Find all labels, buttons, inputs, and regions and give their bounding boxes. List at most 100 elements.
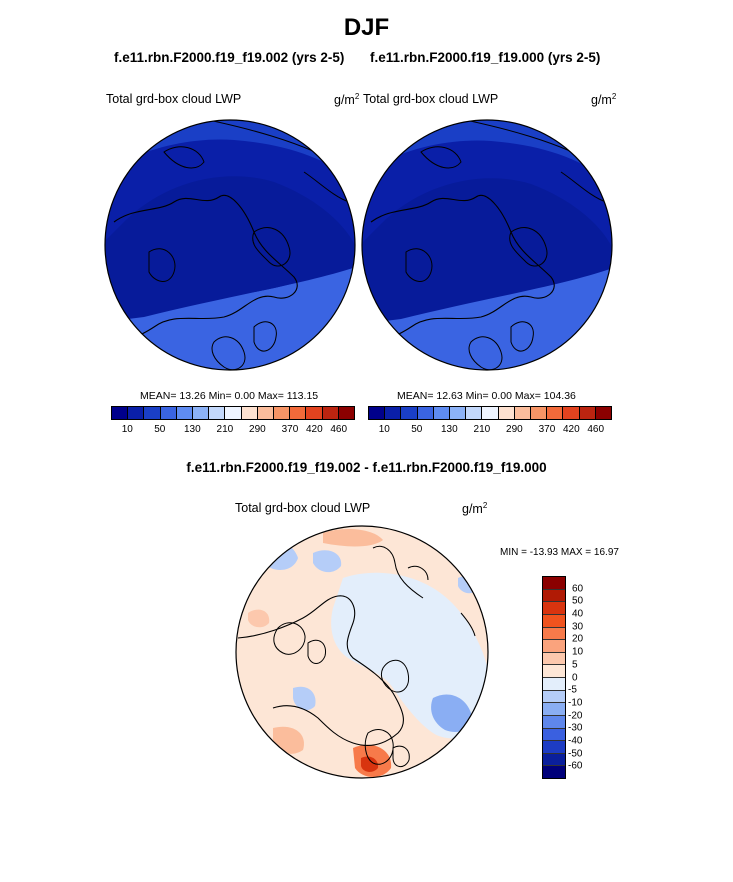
panel1-colorbar: [111, 406, 355, 420]
panel1-stats: MEAN= 13.26 Min= 0.00 Max= 113.15: [140, 390, 319, 402]
colorbar-cell: [369, 407, 386, 419]
colorbar-cell: [385, 407, 402, 419]
colorbar-tick-label: 30: [572, 621, 584, 633]
colorbar-cell: [543, 766, 565, 778]
season-title: DJF: [343, 14, 390, 41]
colorbar-cell: [128, 407, 145, 419]
colorbar-cell: [543, 602, 565, 615]
colorbar-tick-label: 420: [562, 424, 580, 435]
colorbar-cell: [543, 665, 565, 678]
colorbar-cell: [112, 407, 129, 419]
colorbar-cell: [144, 407, 161, 419]
colorbar-cell: [543, 678, 565, 691]
colorbar-cell: [225, 407, 242, 419]
panel2-colorbar-ticks: 10 50 130 210 290 370 420 460: [368, 424, 612, 438]
difference-polar-map: [235, 525, 489, 779]
colorbar-cell: [160, 407, 177, 419]
colorbar-tick-label: 10: [121, 424, 133, 435]
colorbar-cell: [543, 589, 565, 603]
colorbar-cell: [257, 407, 275, 419]
colorbar-tick-label: 10: [378, 424, 390, 435]
colorbar-tick-label: 130: [440, 424, 458, 435]
colorbar-cell: [563, 407, 580, 419]
colorbar-tick-label: -40: [568, 735, 583, 747]
colorbar-tick-label: -30: [568, 722, 583, 734]
colorbar-cell: [209, 407, 226, 419]
colorbar-cell: [543, 627, 565, 641]
colorbar-tick-label: -20: [568, 710, 583, 722]
panel2-stats: MEAN= 12.63 Min= 0.00 Max= 104.36: [397, 390, 576, 402]
colorbar-tick-label: 290: [249, 424, 266, 435]
colorbar-tick-label: 50: [572, 595, 584, 607]
colorbar-cell: [543, 741, 565, 754]
panel1-units: g/m2: [334, 92, 360, 108]
colorbar-cell: [176, 407, 194, 419]
colorbar-tick-label: 20: [572, 633, 584, 645]
panel1-title: f.e11.rbn.F2000.f19_f19.002 (yrs 2-5): [114, 50, 345, 65]
panel2-field-arctic-core: [362, 178, 612, 324]
colorbar-cell: [595, 407, 612, 419]
colorbar-cell: [290, 407, 307, 419]
colorbar-tick-label: 210: [216, 424, 234, 435]
colorbar-tick-label: 0: [572, 672, 578, 683]
colorbar-cell: [543, 577, 565, 590]
colorbar-cell: [401, 407, 418, 419]
colorbar-tick-label: 370: [281, 424, 299, 435]
diff-units: g/m2: [462, 501, 488, 517]
colorbar-cell: [193, 407, 210, 419]
panel2-units: g/m2: [591, 92, 617, 108]
colorbar-tick-label: -10: [568, 697, 583, 709]
colorbar-cell: [579, 407, 596, 419]
colorbar-tick-label: 5: [572, 659, 578, 671]
difference-title: f.e11.rbn.F2000.f19_f19.002 - f.e11.rbn.…: [186, 460, 547, 475]
panel2-title: f.e11.rbn.F2000.f19_f19.000 (yrs 2-5): [370, 50, 601, 65]
colorbar-cell: [274, 407, 291, 419]
colorbar-tick-label: 420: [305, 424, 323, 435]
colorbar-cell: [241, 407, 258, 419]
colorbar-cell: [543, 690, 565, 704]
colorbar-tick-label: 460: [330, 424, 348, 435]
colorbar-cell: [543, 652, 565, 666]
colorbar-cell: [417, 407, 434, 419]
panel1-variable-label: Total grd-box cloud LWP: [106, 92, 242, 106]
colorbar-tick-label: -50: [568, 748, 583, 760]
colorbar-tick-label: 370: [538, 424, 556, 435]
colorbar-cell: [543, 614, 565, 628]
diff-colorbar: [542, 576, 566, 779]
colorbar-cell: [543, 640, 565, 653]
colorbar-tick-label: 130: [183, 424, 201, 435]
colorbar-tick-label: 50: [154, 424, 166, 435]
colorbar-tick-label: -60: [568, 760, 583, 772]
colorbar-tick-label: 290: [506, 424, 523, 435]
colorbar-tick-label: 40: [572, 608, 584, 620]
colorbar-tick-label: 50: [411, 424, 423, 435]
colorbar-cell: [498, 407, 515, 419]
colorbar-tick-label: 60: [572, 583, 584, 595]
panel2-colorbar: [368, 406, 612, 420]
colorbar-cell: [531, 407, 548, 419]
colorbar-cell: [543, 703, 565, 716]
colorbar-cell: [322, 407, 339, 419]
panel1-field-arctic-core: [105, 176, 355, 322]
colorbar-cell: [547, 407, 564, 419]
diff-variable-label: Total grd-box cloud LWP: [235, 501, 371, 515]
colorbar-cell: [450, 407, 467, 419]
colorbar-tick-label: 10: [572, 646, 584, 658]
colorbar-tick-label: 210: [473, 424, 491, 435]
colorbar-cell: [543, 715, 565, 729]
colorbar-cell: [466, 407, 483, 419]
diff-colorbar-ticks: 60 50 40 30 20 10 5 0 -5 -10 -20 -30 -40 -50 -60: [568, 576, 610, 779]
panel1-colorbar-ticks: 10 50 130 210 290 370 420 460: [111, 424, 355, 438]
colorbar-cell: [338, 407, 355, 419]
colorbar-cell: [543, 753, 565, 767]
colorbar-cell: [306, 407, 323, 419]
panel2-variable-label: Total grd-box cloud LWP: [363, 92, 499, 106]
colorbar-tick-label: 460: [587, 424, 605, 435]
colorbar-cell: [482, 407, 499, 419]
panel1-polar-map: [104, 119, 356, 371]
colorbar-cell: [514, 407, 532, 419]
diff-minmax: MIN = -13.93 MAX = 16.97: [500, 547, 619, 558]
colorbar-tick-label: -5: [568, 684, 577, 696]
colorbar-cell: [433, 407, 451, 419]
panel2-polar-map: [361, 119, 613, 371]
